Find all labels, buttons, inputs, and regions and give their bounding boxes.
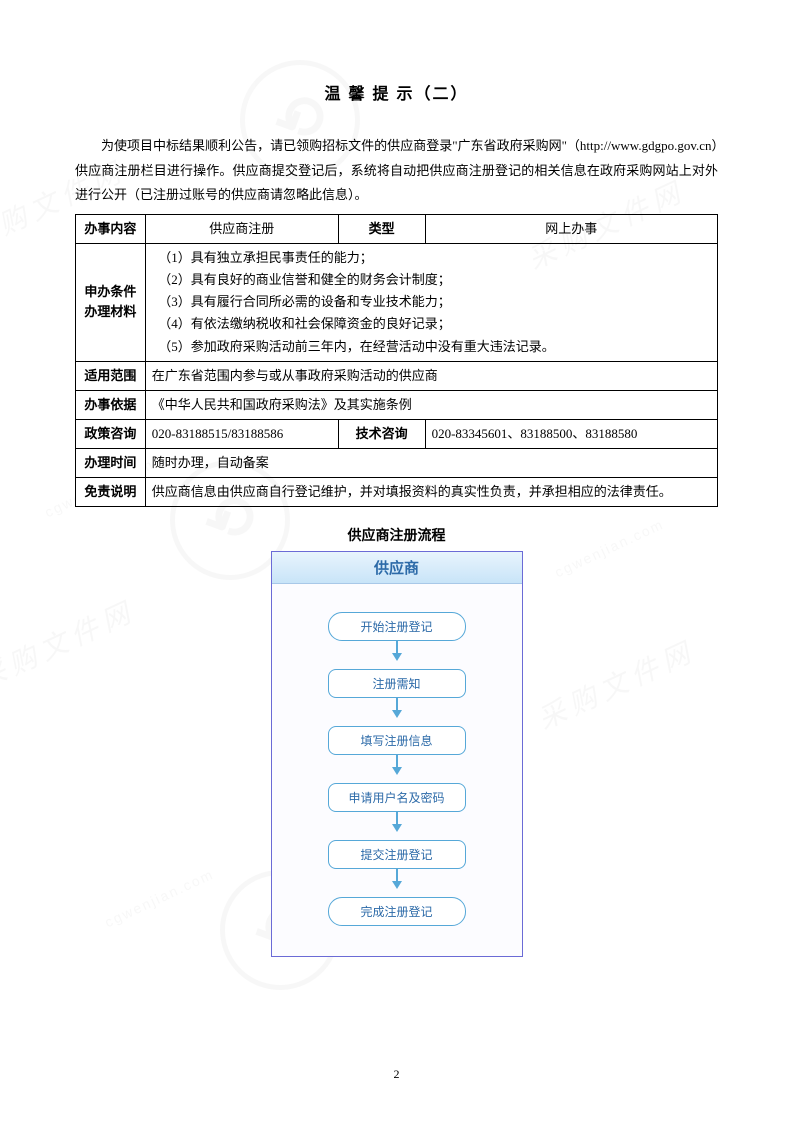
condition-1: （1）具有独立承担民事责任的能力； (158, 247, 711, 269)
flow-step-fill: 填写注册信息 (328, 726, 466, 755)
label-disclaimer: 免责说明 (76, 478, 146, 507)
info-table: 办事内容 供应商注册 类型 网上办事 申办条件办理材料 （1）具有独立承担民事责… (75, 214, 718, 507)
flowchart-title: 供应商注册流程 (75, 525, 718, 545)
flow-step-apply: 申请用户名及密码 (328, 783, 466, 812)
label-time: 办理时间 (76, 448, 146, 477)
label-basis: 办事依据 (76, 390, 146, 419)
value-type: 网上办事 (425, 215, 717, 244)
flow-step-complete: 完成注册登记 (328, 897, 466, 926)
value-tech-consult: 020-83345601、83188500、83188580 (425, 419, 717, 448)
intro-paragraph: 为使项目中标结果顺利公告，请已领购招标文件的供应商登录"广东省政府采购网"（ht… (75, 134, 718, 208)
value-time: 随时办理，自动备案 (145, 448, 717, 477)
flowchart-container: 供应商 开始注册登记 注册需知 填写注册信息 申请用户名及密码 提交注册登记 完… (271, 551, 523, 957)
condition-5: （5）参加政府采购活动前三年内，在经营活动中没有重大违法记录。 (158, 336, 711, 358)
label-tech-consult: 技术咨询 (338, 419, 425, 448)
condition-2: （2）具有良好的商业信誉和健全的财务会计制度； (158, 269, 711, 291)
value-disclaimer: 供应商信息由供应商自行登记维护，并对填报资料的真实性负责，并承担相应的法律责任。 (145, 478, 717, 507)
page-title: 温 馨 提 示（二） (75, 80, 718, 104)
value-basis: 《中华人民共和国政府采购法》及其实施条例 (145, 390, 717, 419)
flow-step-start: 开始注册登记 (328, 612, 466, 641)
label-scope: 适用范围 (76, 361, 146, 390)
condition-3: （3）具有履行合同所必需的设备和专业技术能力； (158, 291, 711, 313)
label-type: 类型 (338, 215, 425, 244)
value-policy-consult: 020-83188515/83188586 (145, 419, 338, 448)
flowchart-steps: 开始注册登记 注册需知 填写注册信息 申请用户名及密码 提交注册登记 完成注册登… (272, 584, 522, 926)
flowchart-header: 供应商 (272, 552, 522, 584)
value-content: 供应商注册 (145, 215, 338, 244)
condition-4: （4）有依法缴纳税收和社会保障资金的良好记录； (158, 313, 711, 335)
flow-step-submit: 提交注册登记 (328, 840, 466, 869)
label-policy-consult: 政策咨询 (76, 419, 146, 448)
value-scope: 在广东省范围内参与或从事政府采购活动的供应商 (145, 361, 717, 390)
label-conditions: 申办条件办理材料 (76, 244, 146, 361)
page-container: 温 馨 提 示（二） 为使项目中标结果顺利公告，请已领购招标文件的供应商登录"广… (0, 0, 793, 997)
flow-step-notice: 注册需知 (328, 669, 466, 698)
value-conditions: （1）具有独立承担民事责任的能力； （2）具有良好的商业信誉和健全的财务会计制度… (145, 244, 717, 361)
page-number: 2 (0, 1067, 793, 1082)
label-content: 办事内容 (76, 215, 146, 244)
